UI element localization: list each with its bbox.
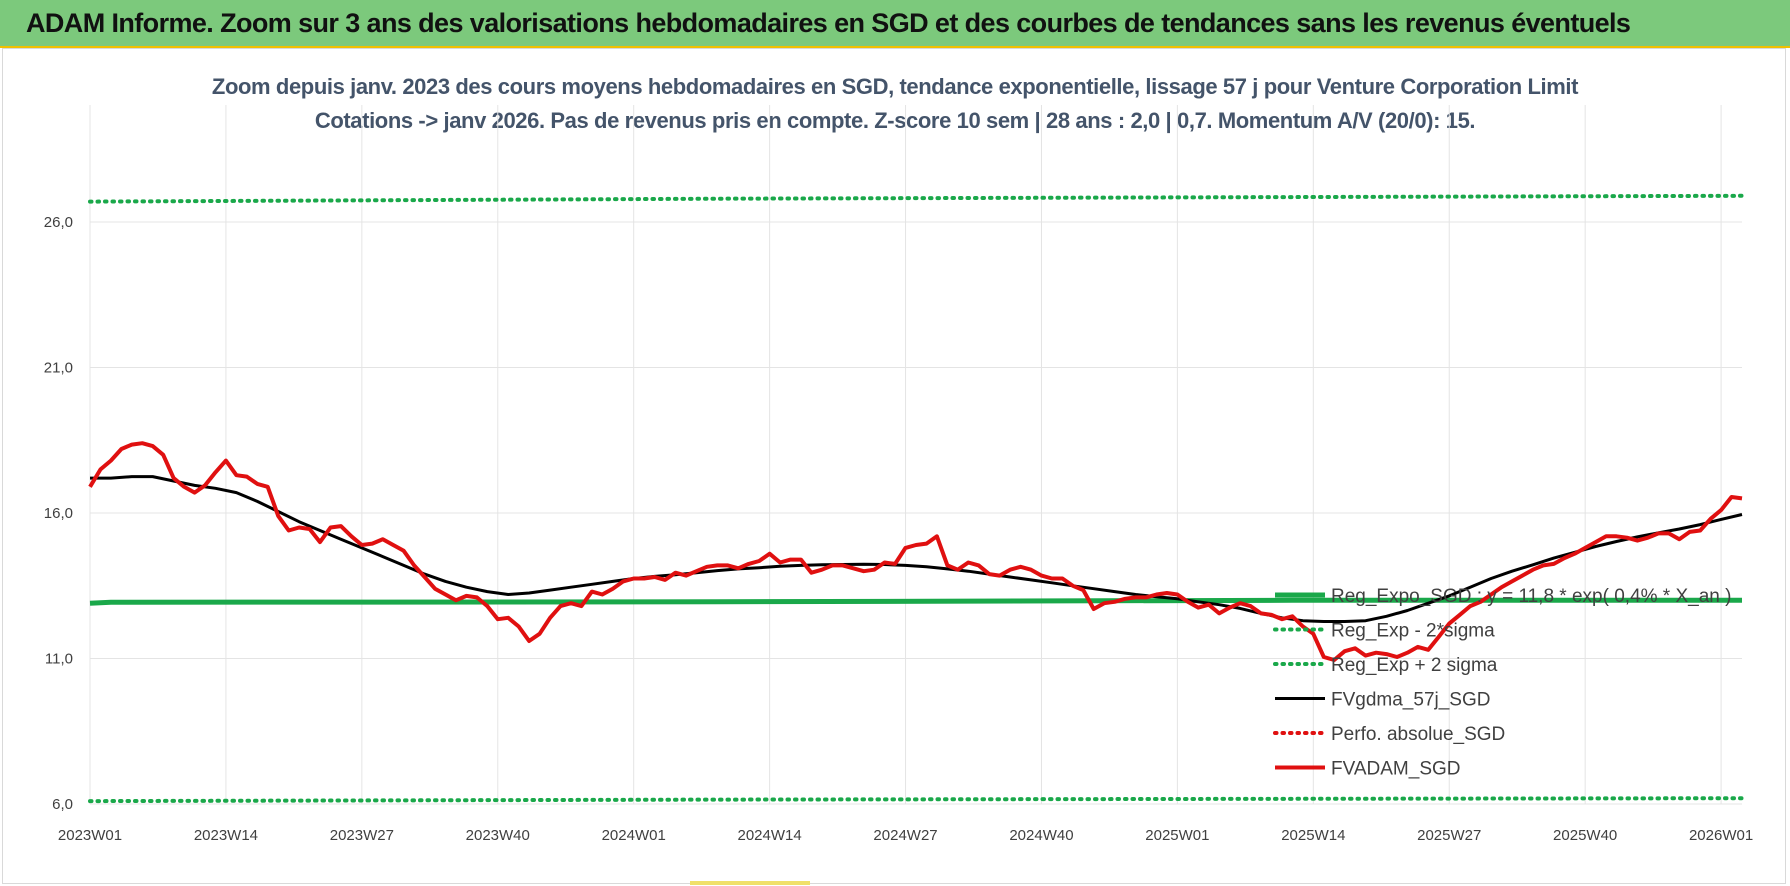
series-line-3 [90, 475, 1743, 623]
x-tick-label: 2023W14 [194, 827, 258, 844]
legend-label-5: FVADAM_SGD [1331, 759, 1461, 780]
x-tick-label: 2023W27 [330, 827, 394, 844]
legend-label-0: Reg_Expo_SGD : y = 11,8 * exp( 0,4% * X_… [1331, 586, 1731, 607]
y-tick-label: 21,0 [44, 360, 73, 377]
x-tick-label: 2024W40 [1009, 827, 1073, 844]
series-line-2 [88, 193, 1744, 204]
x-tick-label: 2025W01 [1145, 827, 1209, 844]
legend-label-1: Reg_Exp - 2*sigma [1331, 621, 1495, 642]
x-tick-label: 2025W14 [1281, 827, 1345, 844]
legend-label-3: FVgdma_57j_SGD [1331, 690, 1490, 711]
x-tick-label: 2023W40 [466, 827, 530, 844]
series-line-0 [89, 597, 1742, 606]
chart-title-line-2: Cotations -> janv 2026. Pas de revenus p… [314, 108, 1476, 133]
report-banner: ADAM Informe. Zoom sur 3 ans des valoris… [0, 0, 1790, 48]
y-tick-label: 16,0 [44, 505, 73, 522]
x-tick-label: 2023W01 [58, 827, 122, 844]
x-tick-label: 2025W27 [1417, 827, 1481, 844]
x-tick-label: 2025W40 [1553, 827, 1617, 844]
x-tick-label: 2026W01 [1689, 827, 1753, 844]
y-tick-label: 11,0 [45, 651, 73, 668]
chart-title-line-1: Zoom depuis janv. 2023 des cours moyens … [211, 74, 1579, 99]
grid-lines [89, 105, 1742, 805]
legend-label-2: Reg_Exp + 2 sigma [1331, 655, 1498, 676]
x-tick-label: 2024W01 [602, 827, 666, 844]
y-axis-ticks: 6,0 11,0 16,0 21,0 26,0 [44, 214, 73, 813]
report-title: ADAM Informe. Zoom sur 3 ans des valoris… [26, 8, 1631, 38]
y-tick-label: 6,0 [52, 796, 73, 813]
bottom-accent-bar [690, 881, 810, 885]
series-lines [88, 193, 1744, 804]
x-tick-label: 2024W14 [738, 827, 802, 844]
x-axis-ticks: 2023W01 2023W14 2023W27 2023W40 2024W01 2024W… [58, 827, 1753, 844]
legend-label-4: Perfo. absolue_SGD [1331, 724, 1505, 745]
series-line-5 [88, 441, 1743, 662]
y-tick-label: 26,0 [44, 214, 73, 231]
legend: Reg_Expo_SGD : y = 11,8 * exp( 0,4% * X_… [1273, 586, 1731, 780]
x-tick-label: 2024W27 [873, 827, 937, 844]
chart-frame [2, 48, 1786, 884]
series-line-1 [88, 796, 1744, 804]
